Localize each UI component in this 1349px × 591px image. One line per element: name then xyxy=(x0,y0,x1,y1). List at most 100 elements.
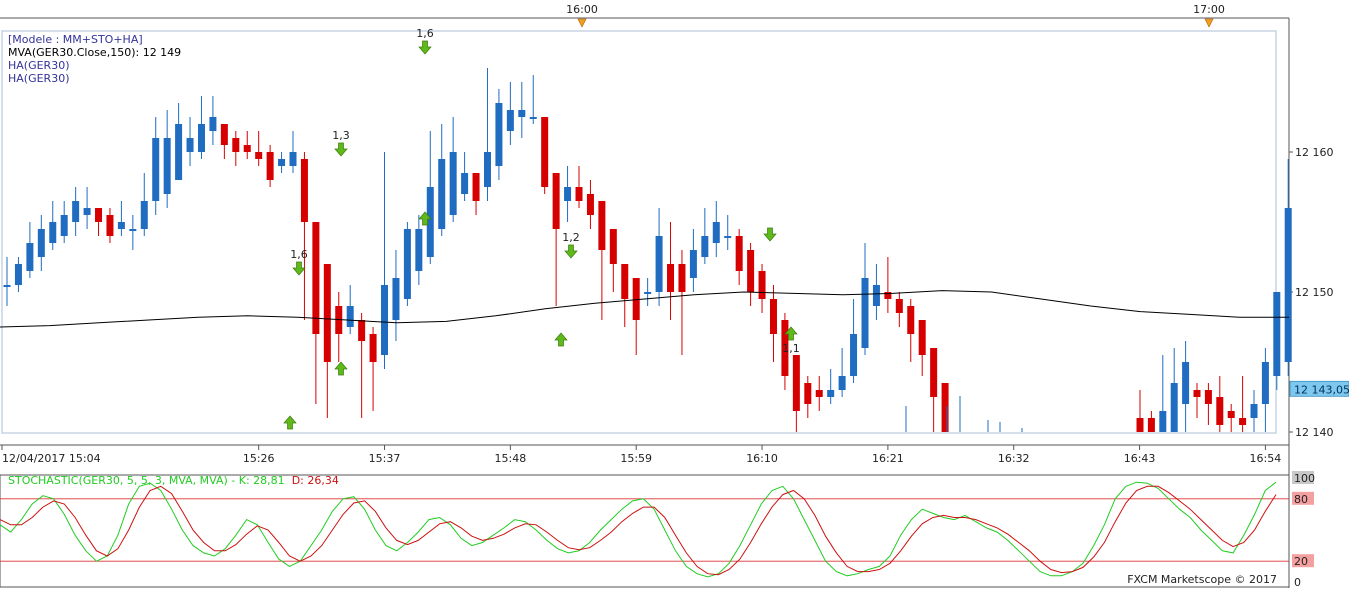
candle-body xyxy=(49,222,57,243)
buy-signal-arrow-icon xyxy=(283,415,297,430)
candle-body xyxy=(152,138,160,201)
stochastic-axis-label: 0 xyxy=(1294,576,1301,588)
candle-body xyxy=(392,278,400,320)
signal-value-label: 1,3 xyxy=(332,129,350,142)
stochastic-d-line xyxy=(0,485,1277,576)
time-axis-tick-label: 15:59 xyxy=(620,452,652,465)
candle-body xyxy=(289,152,297,166)
time-axis-tick-label: 16:10 xyxy=(746,452,778,465)
candle-body xyxy=(918,320,926,355)
candle-body xyxy=(1250,404,1258,418)
signal-arrow-shape xyxy=(564,244,578,259)
time-axis-tick-label: 16:54 xyxy=(1250,452,1282,465)
candle-body xyxy=(747,250,755,292)
buy-signal-arrow-icon xyxy=(334,361,348,376)
candle-body xyxy=(598,201,606,250)
candle-body xyxy=(220,124,228,145)
candle-body xyxy=(140,201,148,229)
candle-body xyxy=(243,145,251,152)
candle-body xyxy=(278,159,286,166)
candle-body xyxy=(95,208,103,222)
candle-body xyxy=(769,299,777,334)
stochastic-level-box xyxy=(1292,471,1314,484)
candle-body xyxy=(415,229,423,271)
candle-body xyxy=(781,320,789,376)
candle-body xyxy=(815,390,823,397)
candle-body xyxy=(232,138,240,152)
candle-body xyxy=(163,138,171,194)
candle-body xyxy=(529,117,537,119)
time-axis-tick-label: 12/04/2017 15:04 xyxy=(2,452,101,465)
candle-body xyxy=(1193,390,1201,397)
sell-signal-arrow-icon: 1,2 xyxy=(562,231,580,259)
candle-body xyxy=(838,376,846,390)
candle-body xyxy=(369,334,377,362)
candle-body xyxy=(186,138,194,152)
candle-body xyxy=(1273,292,1281,376)
candle-body xyxy=(117,222,125,229)
stochastic-panel-frame xyxy=(0,474,1290,588)
candle-body xyxy=(323,264,331,362)
candle-body xyxy=(850,334,858,376)
candle-body xyxy=(1170,383,1178,432)
candle-body xyxy=(495,103,503,166)
candle-body xyxy=(483,152,491,187)
candle-body xyxy=(689,250,697,278)
stochastic-d-label: D: 26,34 xyxy=(291,474,339,487)
candle-body xyxy=(358,320,366,341)
current-price-box xyxy=(1289,380,1349,397)
candle-body xyxy=(621,264,629,299)
candles-group xyxy=(3,68,1292,432)
candle-body xyxy=(564,187,572,201)
candle-body xyxy=(197,124,205,152)
sell-signal-arrow-icon: 1,6 xyxy=(290,248,308,276)
signal-arrow-shape xyxy=(784,326,798,341)
price-axis-tick-label: 12 150 xyxy=(1295,286,1334,299)
sell-signal-arrow-icon: 1,3 xyxy=(332,129,350,157)
time-axis-tick-label: 16:32 xyxy=(998,452,1030,465)
candle-body xyxy=(1216,397,1224,425)
moving-average-line xyxy=(0,290,1289,328)
signal-arrow-shape xyxy=(334,361,348,376)
candle-body xyxy=(1284,208,1292,362)
signal-arrow-shape xyxy=(283,415,297,430)
current-price-label: 12 143,05 xyxy=(1294,383,1349,396)
candle-body xyxy=(449,152,457,215)
candle-body xyxy=(1136,418,1144,432)
candle-body xyxy=(106,215,114,236)
stochastic-legend: STOCHASTIC(GER30, 5, 5, 3, MVA, MVA) - K… xyxy=(8,474,339,487)
buy-signal-arrow-icon xyxy=(418,211,432,226)
candle-body xyxy=(1261,362,1269,404)
candle-body xyxy=(541,117,549,187)
candle-body xyxy=(312,222,320,334)
time-marker-icon xyxy=(577,18,587,28)
candle-body xyxy=(1182,362,1190,404)
signal-arrow-shape xyxy=(334,142,348,157)
candle-body xyxy=(1159,411,1167,432)
candle-body xyxy=(346,306,354,327)
time-axis-tick-label: 15:37 xyxy=(369,452,401,465)
price-panel-bg xyxy=(0,18,1289,445)
candle-body xyxy=(175,124,183,180)
candle-body xyxy=(426,187,434,257)
signal-value-label: 1,1 xyxy=(782,342,800,355)
signal-value-label: 1,2 xyxy=(562,231,580,244)
candle-body xyxy=(678,264,686,292)
signal-value-label: 1,6 xyxy=(416,27,434,40)
buy-signal-arrow-icon xyxy=(554,332,568,347)
time-axis-tick-label: 15:48 xyxy=(495,452,527,465)
signal-arrow-shape xyxy=(292,261,306,276)
candle-body xyxy=(804,383,812,404)
candle-body xyxy=(60,215,68,236)
stochastic-axis-label: 100 xyxy=(1294,472,1315,485)
candle-body xyxy=(930,348,938,397)
sell-signal-arrow-icon xyxy=(763,227,777,242)
candle-body xyxy=(758,271,766,299)
price-axis-tick-label: 12 160 xyxy=(1295,146,1334,159)
time-marker-icon xyxy=(1204,18,1214,28)
time-marker-label: 16:00 xyxy=(566,3,598,16)
stochastic-level-box xyxy=(1292,554,1314,568)
candle-body xyxy=(609,229,617,264)
candle-body xyxy=(26,243,34,271)
time-axis-tick-label: 15:26 xyxy=(243,452,275,465)
